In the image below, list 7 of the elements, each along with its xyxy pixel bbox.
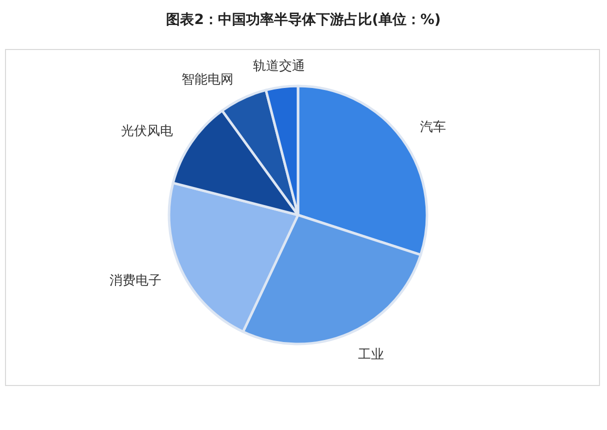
slice-label: 智能电网: [182, 72, 234, 88]
slice-label: 光伏风电: [121, 124, 174, 140]
slice-label: 工业: [358, 348, 384, 363]
slice-label: 汽车: [420, 120, 446, 136]
slice-label: 消费电子: [109, 273, 162, 288]
slice-label: 轨道交通: [253, 58, 306, 74]
chart-title: 图表2：中国功率半导体下游占比(单位：%): [166, 11, 441, 28]
